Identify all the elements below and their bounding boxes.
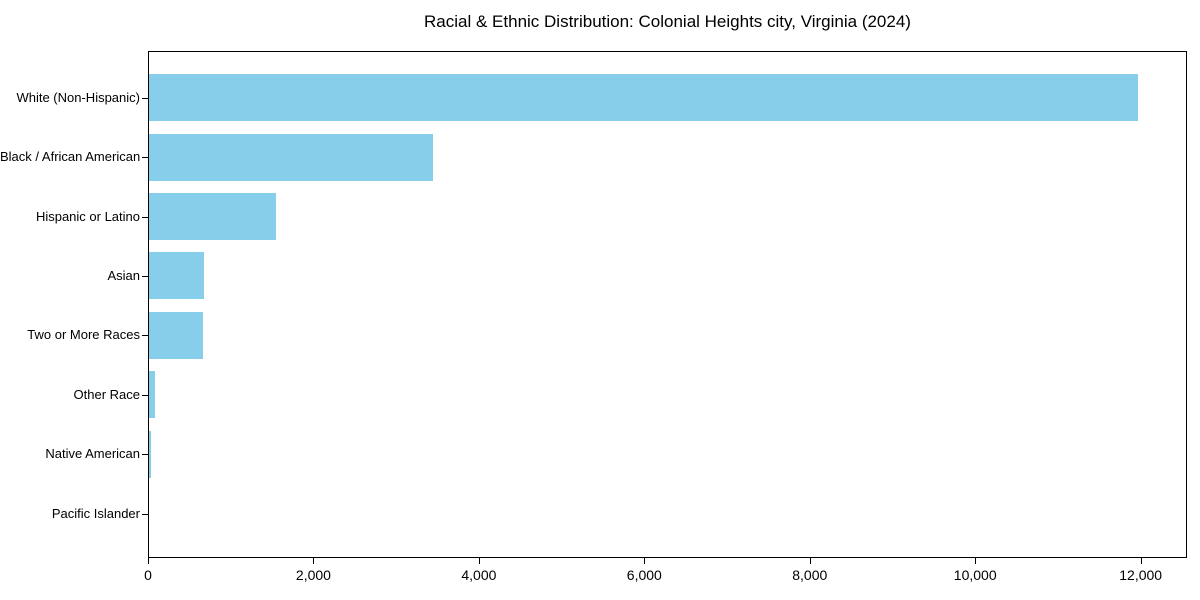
y-tick-mark	[142, 335, 148, 337]
x-tick-mark	[644, 558, 646, 564]
y-tick-label: Black / African American	[0, 149, 141, 165]
y-tick-mark	[142, 157, 148, 159]
y-tick-mark	[142, 454, 148, 456]
y-tick-mark	[142, 513, 148, 515]
bar	[149, 133, 434, 181]
x-tick-mark	[478, 558, 480, 564]
bar	[149, 193, 276, 241]
y-tick-mark	[142, 394, 148, 396]
bar	[149, 430, 152, 478]
bar	[149, 252, 205, 300]
bar	[149, 371, 155, 419]
chart-title: Racial & Ethnic Distribution: Colonial H…	[424, 12, 911, 31]
y-tick-label: Native American	[45, 446, 140, 462]
y-tick-label: White (Non-Hispanic)	[16, 89, 140, 105]
x-tick-label: 12,000	[1119, 567, 1163, 583]
x-tick-mark	[975, 558, 977, 564]
y-tick-mark	[142, 216, 148, 218]
y-tick-label: Two or More Races	[27, 327, 140, 343]
x-tick-mark	[148, 558, 149, 564]
y-tick-label: Pacific Islander	[51, 505, 140, 521]
x-tick-label: 10,000	[953, 567, 997, 583]
y-tick-mark	[142, 275, 148, 277]
y-tick-label: Asian	[107, 267, 140, 283]
x-tick-label: 0	[144, 567, 152, 583]
bar	[149, 311, 204, 359]
y-tick-mark	[142, 97, 148, 99]
y-tick-label: Other Race	[73, 386, 140, 402]
x-tick-label: 4,000	[461, 567, 497, 583]
bar	[149, 74, 1139, 122]
x-tick-label: 2,000	[295, 567, 331, 583]
x-tick-label: 6,000	[626, 567, 662, 583]
x-tick-mark	[809, 558, 811, 564]
x-tick-label: 8,000	[792, 567, 828, 583]
y-tick-label: Hispanic or Latino	[35, 208, 140, 224]
x-tick-mark	[313, 558, 315, 564]
plot-area	[148, 51, 1187, 558]
x-tick-mark	[1140, 558, 1142, 564]
